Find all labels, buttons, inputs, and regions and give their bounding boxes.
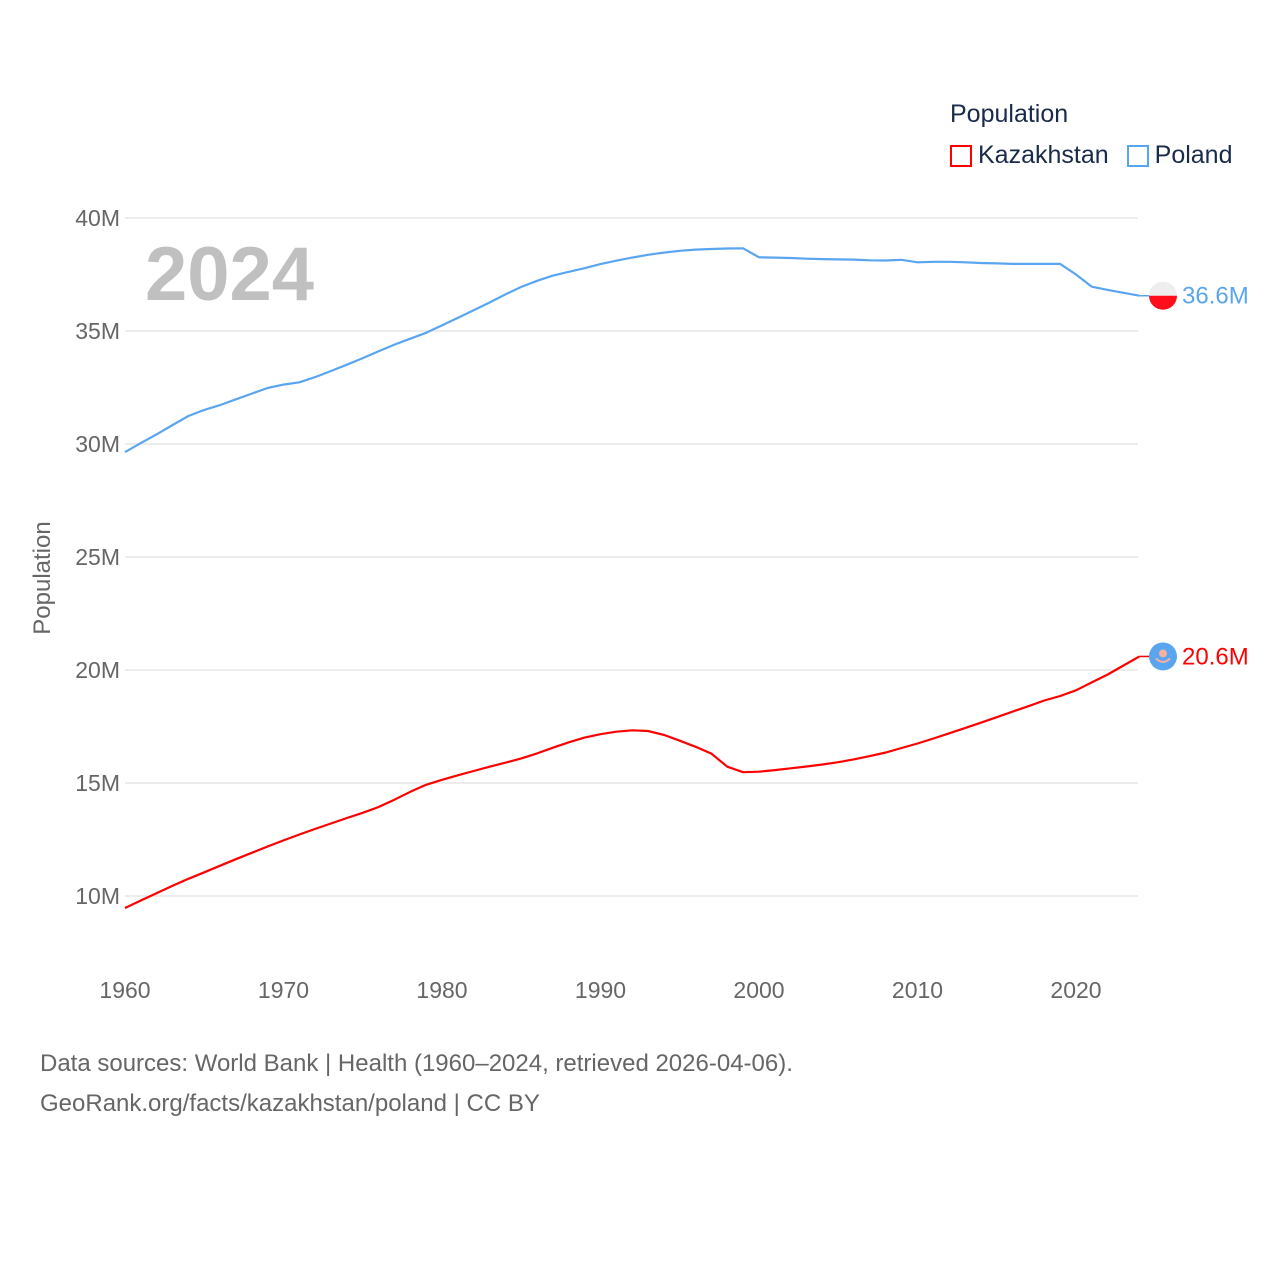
series-line-kazakhstan <box>124 655 1140 909</box>
footer: Data sources: World Bank | Health (1960–… <box>40 1044 793 1124</box>
poland-flag-icon <box>1149 281 1178 310</box>
gridlines <box>125 217 1138 897</box>
data-source-text: Data sources: World Bank | Health (1960–… <box>40 1050 793 1077</box>
y-tick-label: 10M <box>75 883 120 909</box>
flag-eagle <box>1155 657 1171 663</box>
x-tick-label: 1960 <box>99 977 150 1003</box>
y-tick-label: 30M <box>75 431 120 457</box>
legend: Population Kazakhstan Poland <box>950 100 1233 170</box>
legend-swatch-poland <box>1126 144 1149 167</box>
x-tick-label: 2010 <box>892 977 943 1003</box>
flag-red <box>1149 295 1178 310</box>
kazakhstan-flag-icon <box>1149 642 1177 671</box>
x-axis-ticks: 1960 1970 1980 1990 2000 2010 2020 <box>99 977 1101 1003</box>
x-tick-label: 1990 <box>575 977 626 1003</box>
flag-sun <box>1159 649 1167 658</box>
legend-item-poland[interactable]: Poland <box>1126 141 1233 170</box>
end-value-label-kazakhstan: 20.6M <box>1182 643 1249 670</box>
x-tick-label: 1980 <box>416 977 467 1003</box>
series-line-poland <box>124 247 1140 454</box>
legend-title: Population <box>950 100 1069 128</box>
legend-label-poland: Poland <box>1154 141 1233 169</box>
y-tick-label: 25M <box>75 544 120 570</box>
y-tick-label: 35M <box>75 318 120 344</box>
x-tick-label: 2020 <box>1050 977 1101 1003</box>
y-axis-ticks: 10M 15M 20M 25M 30M 35M 40M <box>75 205 120 909</box>
y-tick-label: 40M <box>75 205 120 231</box>
y-tick-label: 20M <box>75 657 120 683</box>
legend-item-kazakhstan[interactable]: Kazakhstan <box>950 141 1109 170</box>
year-label: 2024 <box>145 232 314 317</box>
end-value-label-poland: 36.6M <box>1182 283 1249 310</box>
series-end-markers: 20.6M 36.6M <box>1139 281 1249 671</box>
legend-swatch-kazakhstan <box>950 144 972 167</box>
x-tick-label: 2000 <box>733 977 784 1003</box>
y-tick-label: 15M <box>75 770 120 796</box>
x-tick-label: 1970 <box>258 977 309 1003</box>
series-lines <box>124 247 1140 909</box>
source-link[interactable]: GeoRank.org/facts/kazakhstan/poland | CC… <box>40 1090 540 1117</box>
y-axis-label: Population <box>29 521 56 634</box>
legend-label-kazakhstan: Kazakhstan <box>978 141 1109 169</box>
